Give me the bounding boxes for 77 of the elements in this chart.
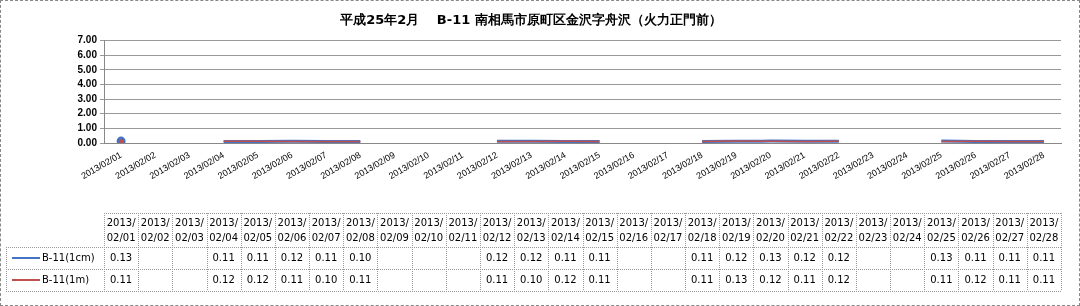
- category-label: 2013/02/19: [721, 216, 751, 243]
- data-label: 0.12: [793, 251, 816, 263]
- category-label: 2013/02/13: [516, 216, 546, 243]
- category-label: 2013/02/21: [790, 216, 820, 243]
- category-label: 2013/02/02: [140, 216, 170, 243]
- category-label: 2013/02/05: [243, 216, 273, 243]
- y-tick-label: 2.00: [77, 107, 98, 119]
- category-label: 2013/02/12: [482, 216, 512, 243]
- data-label: 0.11: [349, 273, 372, 285]
- data-label: 0.11: [246, 251, 269, 263]
- y-tick-label: 0.00: [77, 136, 98, 148]
- y-tick-label: 1.00: [77, 122, 98, 134]
- data-label: 0.11: [1032, 251, 1056, 263]
- category-label: 2013/02/27: [995, 216, 1025, 243]
- data-label: 0.12: [280, 251, 304, 263]
- data-label: 0.11: [212, 251, 235, 263]
- category-label: 2013/02/04: [209, 216, 239, 243]
- category-label: 2013/02/20: [756, 216, 785, 243]
- category-label: 2013/02/23: [858, 216, 888, 243]
- data-label: 0.12: [759, 273, 782, 285]
- category-label: 2013/02/01: [106, 216, 136, 243]
- category-label: 2013/02/28: [1029, 216, 1059, 243]
- data-label: 0.10: [315, 273, 338, 285]
- data-label: 0.11: [690, 251, 714, 263]
- y-tick-label: 7.00: [77, 34, 98, 46]
- data-label: 0.11: [588, 251, 611, 263]
- data-label: 0.12: [964, 273, 987, 285]
- data-label: 0.12: [827, 251, 850, 263]
- category-label: 2013/02/10: [414, 216, 444, 243]
- category-label: 2013/02/17: [653, 216, 683, 243]
- category-label: 2013/02/08: [345, 216, 375, 243]
- data-label: 0.12: [485, 251, 509, 263]
- data-label: 0.11: [930, 273, 953, 285]
- y-tick-label: 5.00: [77, 63, 98, 75]
- data-label: 0.13: [109, 251, 133, 263]
- category-label: 2013/02/25: [926, 216, 956, 243]
- data-label: 0.11: [315, 251, 338, 263]
- data-label: 0.11: [280, 273, 304, 285]
- data-label: 0.12: [827, 273, 850, 285]
- data-label: 0.13: [725, 273, 748, 285]
- legend-label: B-11(1cm): [42, 251, 95, 263]
- category-label: 2013/02/11: [448, 216, 478, 243]
- data-label: 0.11: [588, 273, 611, 285]
- category-label: 2013/02/22: [824, 216, 854, 243]
- data-label: 0.11: [485, 273, 509, 285]
- category-label: 2013/02/03: [175, 216, 204, 243]
- data-label: 0.12: [554, 273, 577, 285]
- data-label: 0.10: [520, 273, 543, 285]
- y-tick-label: 3.00: [77, 92, 98, 104]
- data-label: 0.10: [349, 251, 372, 263]
- data-label: 0.11: [1032, 273, 1056, 285]
- legend-label: B-11(1m): [42, 273, 90, 285]
- category-label: 2013/02/15: [585, 216, 614, 243]
- y-tick-label: 4.00: [77, 78, 98, 90]
- data-label: 0.13: [759, 251, 782, 263]
- data-label: 0.13: [930, 251, 953, 263]
- data-label: 0.12: [246, 273, 269, 285]
- category-label: 2013/02/07: [311, 216, 341, 243]
- data-label: 0.11: [998, 273, 1021, 285]
- data-label: 0.12: [212, 273, 235, 285]
- data-label: 0.11: [998, 251, 1021, 263]
- y-tick-label: 6.00: [77, 48, 98, 60]
- category-label: 2013/02/26: [961, 216, 990, 243]
- data-label: 0.12: [725, 251, 748, 263]
- category-label: 2013/02/14: [551, 216, 580, 243]
- data-label: 0.11: [109, 273, 133, 285]
- category-label: 2013/02/16: [619, 216, 649, 243]
- data-label: 0.11: [793, 273, 816, 285]
- category-label: 2013/02/09: [380, 216, 409, 243]
- data-label: 0.11: [554, 251, 577, 263]
- category-label: 2013/02/06: [277, 216, 307, 243]
- category-label: 2013/02/18: [687, 216, 717, 243]
- data-label: 0.12: [520, 251, 543, 263]
- chart-title: 平成25年2月 B-11 南相馬市原町区金沢字舟沢（火力正門前）: [339, 12, 722, 28]
- category-label: 2013/02/24: [892, 216, 922, 243]
- data-label: 0.11: [964, 251, 987, 263]
- data-label: 0.11: [690, 273, 714, 285]
